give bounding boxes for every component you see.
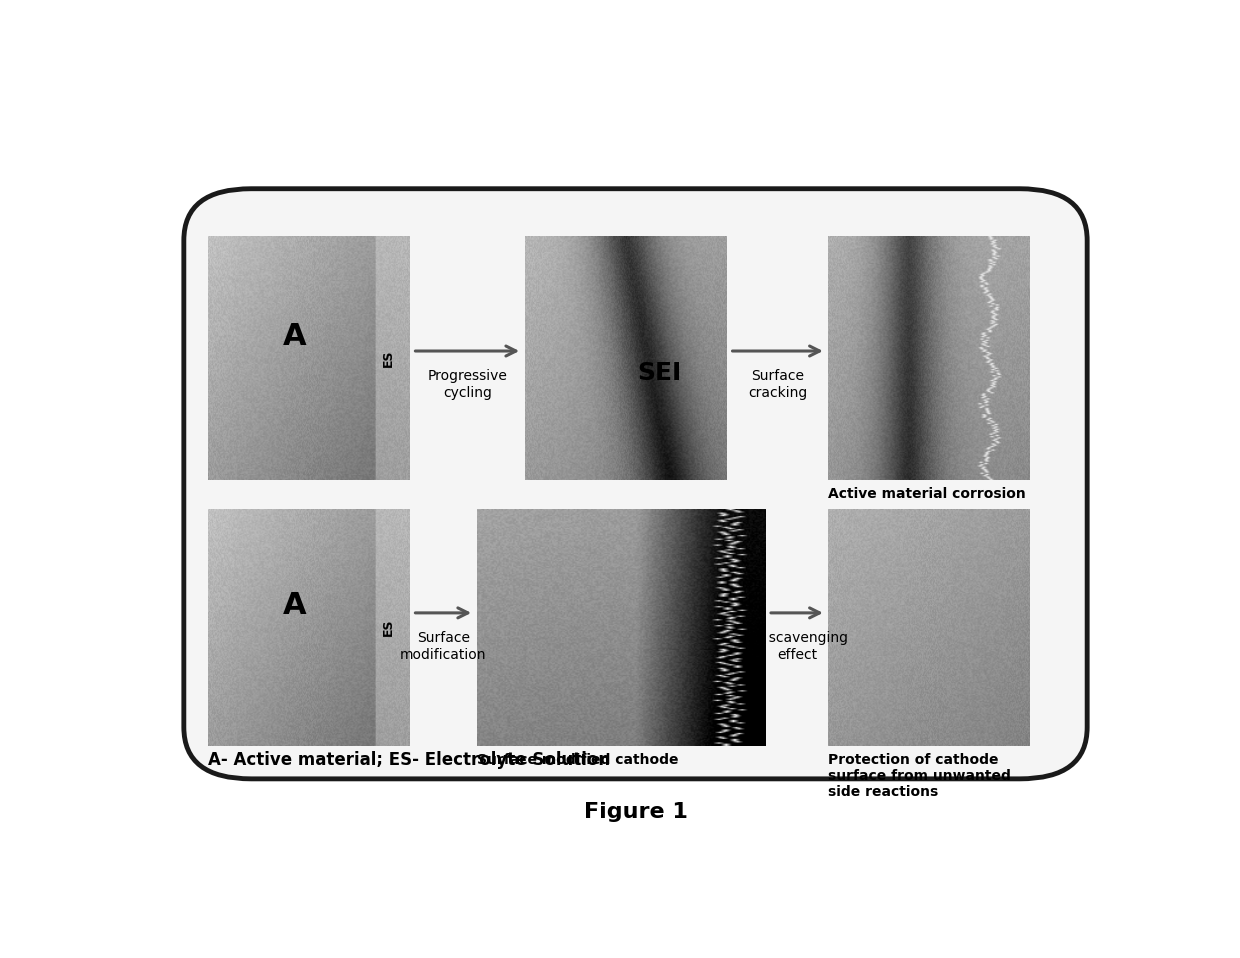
- Text: Surface modified cathode: Surface modified cathode: [477, 753, 678, 767]
- Text: A: A: [283, 591, 306, 620]
- Text: Progressive
cycling: Progressive cycling: [428, 370, 507, 399]
- Text: Surface
modification: Surface modification: [401, 631, 486, 662]
- FancyBboxPatch shape: [184, 189, 1087, 779]
- Text: Active material corrosion: Active material corrosion: [828, 488, 1025, 501]
- Text: Protection of cathode
surface from unwanted
side reactions: Protection of cathode surface from unwan…: [828, 753, 1011, 799]
- Text: Figure 1: Figure 1: [584, 802, 687, 822]
- Text: A- Active material; ES- Electrolyte Solution: A- Active material; ES- Electrolyte Solu…: [208, 751, 610, 769]
- Text: ES: ES: [382, 350, 396, 367]
- Text: HF scavenging
effect: HF scavenging effect: [746, 631, 848, 662]
- Text: SEI: SEI: [637, 361, 682, 385]
- Text: ES: ES: [382, 619, 396, 636]
- Text: A: A: [283, 322, 306, 351]
- Text: Surface
cracking: Surface cracking: [748, 370, 807, 399]
